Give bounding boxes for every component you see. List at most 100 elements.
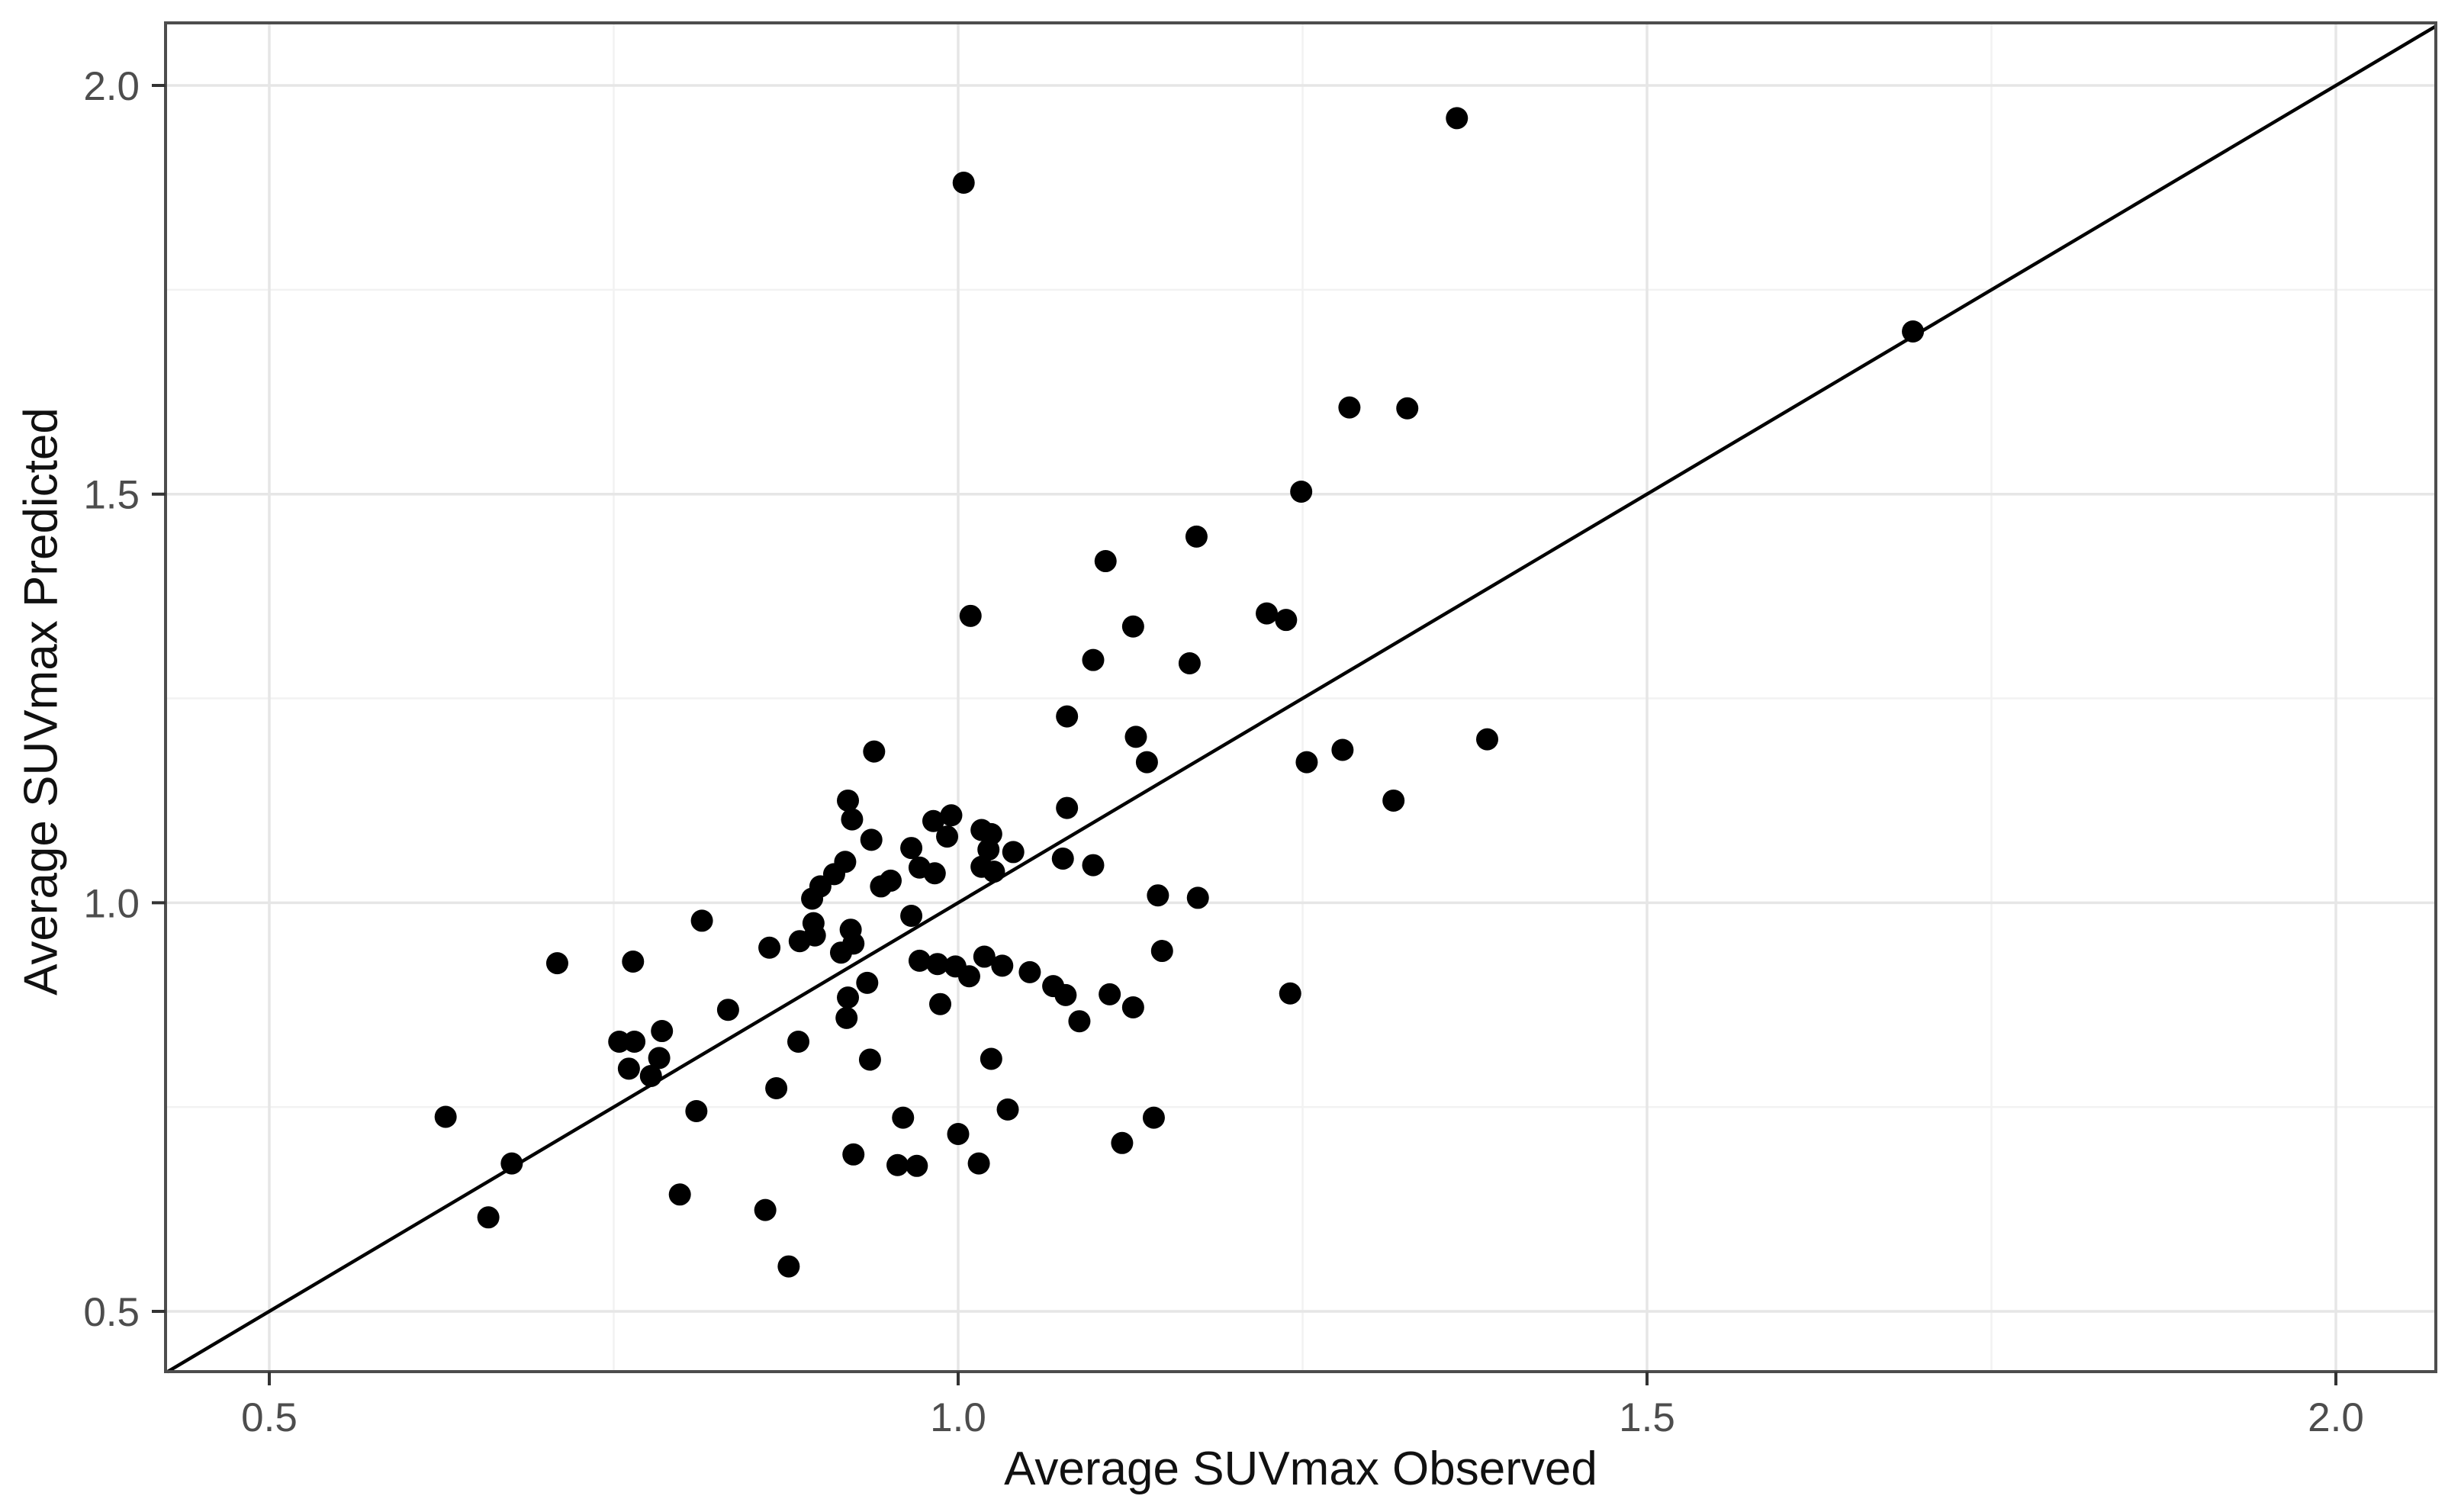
data-point [957, 965, 980, 988]
data-point [923, 862, 946, 885]
data-point [842, 1143, 865, 1166]
data-point [668, 1183, 691, 1206]
x-axis-title: Average SUVmax Observed [1004, 1443, 1597, 1495]
data-point [622, 950, 645, 973]
data-point [1382, 789, 1405, 812]
data-point [1256, 602, 1279, 625]
data-point [860, 828, 883, 851]
data-point [1338, 396, 1361, 419]
data-point [777, 1255, 800, 1278]
data-point [959, 604, 982, 627]
data-point [1142, 1106, 1165, 1129]
data-point [685, 1100, 708, 1123]
data-point [980, 822, 1002, 845]
data-point [929, 992, 952, 1015]
data-point [434, 1105, 457, 1128]
x-tick-label: 1.0 [930, 1395, 986, 1440]
data-point [900, 837, 923, 860]
data-point [1056, 705, 1079, 728]
y-tick-label: 1.0 [83, 881, 140, 926]
data-point [863, 740, 886, 763]
data-point [1056, 796, 1079, 819]
data-point [1018, 960, 1041, 983]
data-point [617, 1057, 640, 1080]
data-point [1051, 847, 1074, 870]
data-point [991, 954, 1014, 977]
data-point [983, 861, 1005, 883]
data-point [477, 1206, 500, 1229]
data-point [908, 949, 931, 972]
x-tick-label: 2.0 [2308, 1395, 2364, 1440]
data-point [1185, 525, 1208, 548]
data-point [1396, 397, 1419, 420]
data-point [1275, 609, 1298, 632]
data-point [900, 904, 923, 927]
data-point [639, 1064, 662, 1087]
data-point [803, 924, 826, 947]
data-point [1147, 884, 1169, 907]
data-point [1111, 1131, 1134, 1154]
data-point [1476, 728, 1499, 751]
data-point [841, 808, 864, 831]
data-point [1121, 615, 1144, 638]
panel-border [164, 21, 2437, 1373]
data-point [842, 932, 865, 955]
data-point [952, 172, 975, 195]
data-point [1150, 940, 1173, 963]
data-point [837, 986, 860, 1009]
data-point [973, 945, 996, 968]
data-point [787, 1030, 810, 1053]
data-point [892, 1106, 915, 1129]
data-point [940, 804, 963, 827]
x-tick-label: 0.5 [241, 1395, 298, 1440]
data-point [1002, 841, 1025, 864]
y-tick-label: 0.5 [83, 1290, 140, 1335]
data-point [1054, 983, 1077, 1006]
data-point [967, 1152, 990, 1175]
data-point [1279, 982, 1301, 1005]
data-point [1178, 651, 1201, 674]
data-point [716, 999, 739, 1021]
data-point [1121, 996, 1144, 1018]
data-point [835, 1006, 858, 1029]
data-point [906, 1154, 928, 1177]
data-point [947, 1123, 970, 1146]
data-point [1902, 320, 1925, 343]
data-point [754, 1198, 777, 1221]
data-point [1082, 648, 1105, 671]
x-tick-label: 1.5 [1619, 1395, 1675, 1440]
y-axis-title: Average SUVmax Predicted [14, 407, 68, 996]
data-point [648, 1047, 671, 1070]
data-point [623, 1030, 646, 1053]
data-point [837, 789, 860, 812]
data-point [651, 1020, 674, 1043]
data-point [1186, 886, 1209, 909]
data-point [856, 971, 879, 994]
data-point [926, 953, 949, 976]
data-point [1135, 751, 1158, 774]
data-point [936, 825, 959, 848]
data-point [1295, 751, 1318, 774]
data-point [1446, 107, 1469, 130]
y-tick-label: 2.0 [83, 64, 140, 109]
data-point [758, 936, 781, 959]
data-point [922, 809, 944, 832]
y-tick-label: 1.5 [83, 473, 140, 518]
identity-line [166, 24, 2437, 1374]
data-point [996, 1098, 1019, 1121]
data-point [765, 1077, 788, 1100]
data-point [608, 1030, 631, 1053]
data-point [834, 851, 857, 873]
data-point [1094, 550, 1117, 573]
data-point [500, 1152, 523, 1175]
data-point [1099, 983, 1121, 1005]
data-point [1082, 854, 1105, 877]
data-point [1068, 1010, 1091, 1033]
data-point [886, 1153, 909, 1176]
data-point [545, 952, 568, 975]
data-point [880, 869, 902, 892]
data-point [690, 909, 713, 932]
data-point [980, 1047, 1002, 1070]
